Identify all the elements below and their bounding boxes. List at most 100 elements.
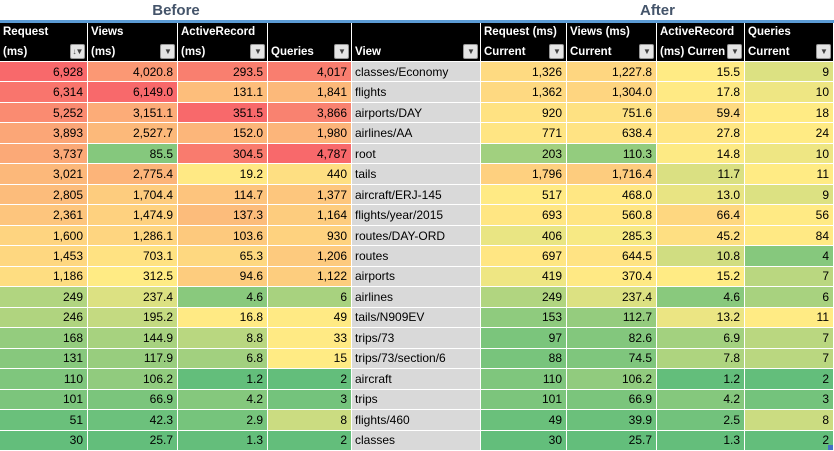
cell-before-views[interactable]: 1,704.4 xyxy=(88,184,178,206)
cell-after-views[interactable]: 25.7 xyxy=(567,430,657,451)
cell-before-request[interactable]: 131 xyxy=(0,348,88,370)
cell-view[interactable]: classes xyxy=(352,430,481,451)
cell-view[interactable]: flights xyxy=(352,82,481,103)
cell-before-queries[interactable]: 3 xyxy=(268,389,352,411)
cell-after-ar[interactable]: 13.2 xyxy=(657,307,745,329)
filter-button[interactable]: ▼ xyxy=(463,44,478,59)
cell-after-queries[interactable]: 3 xyxy=(745,389,834,411)
cell-after-views[interactable]: 1,227.8 xyxy=(567,62,657,83)
header-before-activerecord[interactable]: ActiveRecord (ms) ▼ xyxy=(178,23,268,62)
cell-before-queries[interactable]: 1,377 xyxy=(268,184,352,206)
cell-before-request[interactable]: 246 xyxy=(0,307,88,329)
cell-before-queries[interactable]: 1,164 xyxy=(268,205,352,226)
cell-after-queries[interactable]: 56 xyxy=(745,205,834,226)
cell-after-queries[interactable]: 11 xyxy=(745,164,834,185)
title-gap-cell[interactable] xyxy=(352,0,481,23)
cell-before-request[interactable]: 168 xyxy=(0,328,88,349)
cell-after-request[interactable]: 517 xyxy=(481,184,567,206)
cell-after-ar[interactable]: 10.8 xyxy=(657,246,745,267)
cell-before-views[interactable]: 237.4 xyxy=(88,287,178,308)
cell-before-views[interactable]: 106.2 xyxy=(88,369,178,390)
cell-before-request[interactable]: 101 xyxy=(0,389,88,411)
cell-after-ar[interactable]: 66.4 xyxy=(657,205,745,226)
filter-button[interactable]: ▼ xyxy=(816,44,831,59)
cell-before-ar[interactable]: 152.0 xyxy=(178,123,268,144)
cell-before-ar[interactable]: 94.6 xyxy=(178,266,268,288)
cell-before-queries[interactable]: 33 xyxy=(268,328,352,349)
cell-after-views[interactable]: 106.2 xyxy=(567,369,657,390)
cell-after-views[interactable]: 110.3 xyxy=(567,143,657,165)
cell-before-ar[interactable]: 6.8 xyxy=(178,348,268,370)
cell-after-queries[interactable]: 2 xyxy=(745,369,834,390)
cell-before-request[interactable]: 249 xyxy=(0,287,88,308)
filter-button[interactable]: ▼ xyxy=(727,44,742,59)
filter-button[interactable]: ▼ xyxy=(334,44,349,59)
cell-after-request[interactable]: 153 xyxy=(481,307,567,329)
cell-before-request[interactable]: 3,737 xyxy=(0,143,88,165)
cell-before-queries[interactable]: 1,841 xyxy=(268,82,352,103)
cell-before-ar[interactable]: 8.8 xyxy=(178,328,268,349)
cell-after-ar[interactable]: 59.4 xyxy=(657,102,745,124)
cell-before-ar[interactable]: 1.3 xyxy=(178,430,268,451)
cell-before-views[interactable]: 2,775.4 xyxy=(88,164,178,185)
cell-before-request[interactable]: 2,361 xyxy=(0,205,88,226)
cell-after-ar[interactable]: 45.2 xyxy=(657,225,745,247)
cell-after-request[interactable]: 30 xyxy=(481,430,567,451)
cell-after-views[interactable]: 560.8 xyxy=(567,205,657,226)
cell-before-views[interactable]: 117.9 xyxy=(88,348,178,370)
cell-after-request[interactable]: 419 xyxy=(481,266,567,288)
header-after-views[interactable]: Views (ms) Current ▼ xyxy=(567,23,657,62)
cell-before-ar[interactable]: 304.5 xyxy=(178,143,268,165)
cell-before-views[interactable]: 4,020.8 xyxy=(88,62,178,83)
cell-before-queries[interactable]: 1,206 xyxy=(268,246,352,267)
cell-after-queries[interactable]: 2 xyxy=(745,430,834,451)
cell-before-request[interactable]: 2,805 xyxy=(0,184,88,206)
cell-before-request[interactable]: 3,021 xyxy=(0,164,88,185)
cell-before-queries[interactable]: 4,017 xyxy=(268,62,352,83)
cell-after-request[interactable]: 920 xyxy=(481,102,567,124)
cell-after-views[interactable]: 112.7 xyxy=(567,307,657,329)
cell-before-views[interactable]: 703.1 xyxy=(88,246,178,267)
cell-before-ar[interactable]: 137.3 xyxy=(178,205,268,226)
cell-before-queries[interactable]: 4,787 xyxy=(268,143,352,165)
cell-view[interactable]: root xyxy=(352,143,481,165)
cell-after-request[interactable]: 1,796 xyxy=(481,164,567,185)
cell-before-views[interactable]: 2,527.7 xyxy=(88,123,178,144)
cell-before-views[interactable]: 3,151.1 xyxy=(88,102,178,124)
cell-before-request[interactable]: 1,600 xyxy=(0,225,88,247)
cell-view[interactable]: routes xyxy=(352,246,481,267)
cell-before-views[interactable]: 66.9 xyxy=(88,389,178,411)
header-view[interactable]: View ▼ xyxy=(352,23,481,62)
cell-after-request[interactable]: 1,326 xyxy=(481,62,567,83)
cell-before-queries[interactable]: 2 xyxy=(268,430,352,451)
cell-after-ar[interactable]: 14.8 xyxy=(657,143,745,165)
cell-before-ar[interactable]: 131.1 xyxy=(178,82,268,103)
cell-after-queries[interactable]: 9 xyxy=(745,184,834,206)
header-after-request[interactable]: Request (ms) Current ▼ xyxy=(481,23,567,62)
cell-before-request[interactable]: 6,928 xyxy=(0,62,88,83)
cell-before-request[interactable]: 5,252 xyxy=(0,102,88,124)
cell-after-views[interactable]: 1,304.0 xyxy=(567,82,657,103)
cell-view[interactable]: tails xyxy=(352,164,481,185)
cell-view[interactable]: trips/73 xyxy=(352,328,481,349)
after-title-cell[interactable]: After xyxy=(481,0,834,23)
cell-before-queries[interactable]: 2 xyxy=(268,369,352,390)
cell-after-ar[interactable]: 15.2 xyxy=(657,266,745,288)
cell-before-views[interactable]: 6,149.0 xyxy=(88,82,178,103)
cell-after-request[interactable]: 101 xyxy=(481,389,567,411)
cell-before-views[interactable]: 42.3 xyxy=(88,410,178,431)
header-before-queries[interactable]: Queries ▼ xyxy=(268,23,352,62)
cell-after-views[interactable]: 751.6 xyxy=(567,102,657,124)
cell-before-request[interactable]: 30 xyxy=(0,430,88,451)
cell-after-request[interactable]: 88 xyxy=(481,348,567,370)
cell-before-ar[interactable]: 293.5 xyxy=(178,62,268,83)
cell-before-queries[interactable]: 6 xyxy=(268,287,352,308)
cell-before-queries[interactable]: 8 xyxy=(268,410,352,431)
cell-after-queries[interactable]: 18 xyxy=(745,102,834,124)
cell-before-request[interactable]: 1,453 xyxy=(0,246,88,267)
cell-after-queries[interactable]: 24 xyxy=(745,123,834,144)
cell-before-views[interactable]: 85.5 xyxy=(88,143,178,165)
cell-after-views[interactable]: 66.9 xyxy=(567,389,657,411)
cell-after-ar[interactable]: 11.7 xyxy=(657,164,745,185)
cell-after-views[interactable]: 285.3 xyxy=(567,225,657,247)
